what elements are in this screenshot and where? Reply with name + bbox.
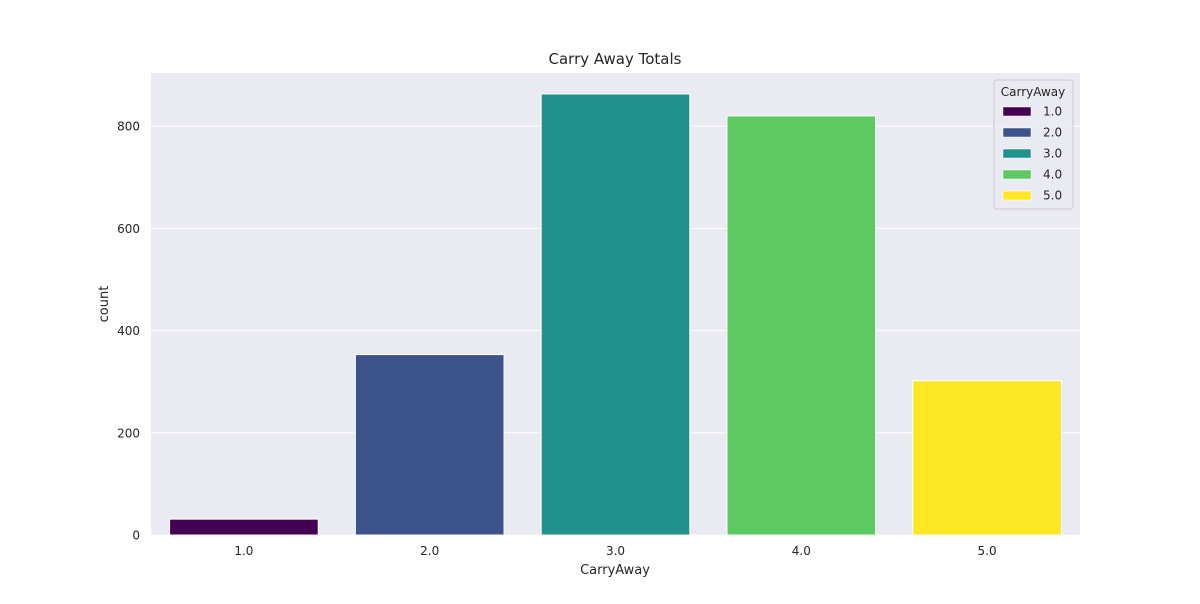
y-tick-label: 400: [117, 324, 140, 338]
x-tick-label: 5.0: [978, 544, 997, 558]
legend-swatch: [1002, 148, 1032, 159]
legend-entries: 1.0 2.0 3.0 4.0 5.0: [1002, 105, 1062, 203]
x-tick-labels: 1.0 2.0 3.0 4.0 5.0: [234, 544, 996, 558]
bars: [169, 93, 1062, 536]
x-tick-label: 3.0: [606, 544, 625, 558]
chart-title: Carry Away Totals: [549, 50, 682, 68]
y-tick-label: 600: [117, 222, 140, 236]
x-tick-label: 1.0: [234, 544, 253, 558]
bar-1.0: [169, 518, 319, 536]
legend: CarryAway 1.0 2.0 3.0 4.0 5.0: [993, 79, 1074, 210]
legend-label: 1.0: [1043, 105, 1062, 119]
bar-4.0: [726, 115, 877, 536]
x-tick-label: 4.0: [792, 544, 811, 558]
legend-label: 3.0: [1043, 147, 1062, 161]
legend-swatch: [1002, 169, 1032, 180]
x-axis-label: CarryAway: [580, 563, 650, 578]
y-axis-label: count: [97, 286, 112, 323]
y-tick-label: 800: [117, 120, 140, 134]
legend-label: 5.0: [1043, 189, 1062, 203]
legend-label: 2.0: [1043, 126, 1062, 140]
legend-title: CarryAway: [1001, 85, 1065, 99]
legend-swatch: [1002, 106, 1032, 117]
x-tick-label: 2.0: [420, 544, 439, 558]
y-tick-labels: 0 200 400 600 800: [117, 120, 140, 543]
y-tick-label: 200: [117, 426, 140, 440]
legend-label: 4.0: [1043, 168, 1062, 182]
bar-5.0: [912, 380, 1062, 536]
legend-swatch: [1002, 127, 1032, 138]
bar-3.0: [540, 93, 691, 536]
legend-swatch: [1002, 190, 1032, 201]
y-tick-label: 0: [132, 529, 140, 543]
bar-2.0: [354, 354, 505, 536]
